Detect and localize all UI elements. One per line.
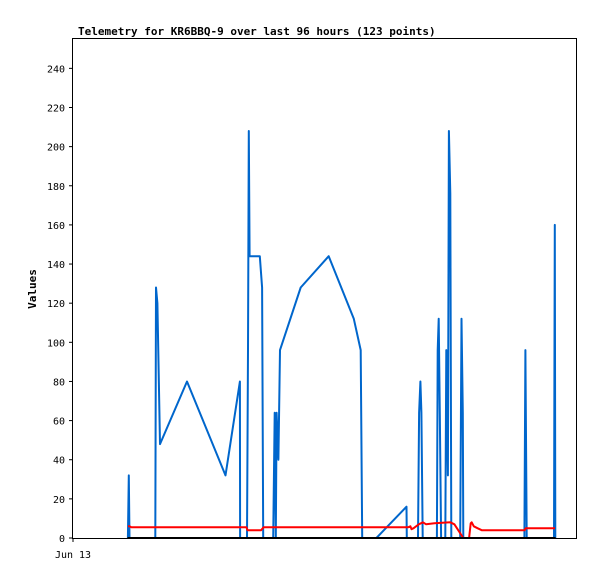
y-tick-label: 140 xyxy=(47,260,65,271)
y-axis-ticks: 0 20 40 60 80 100 120 140 160 180 200 220 240 xyxy=(47,64,73,545)
series-line-2 xyxy=(128,521,555,539)
y-tick-label: 220 xyxy=(47,103,65,114)
y-tick-label: 60 xyxy=(53,417,65,428)
x-axis-ticks: Jun 13 xyxy=(55,538,91,561)
y-tick-label: 100 xyxy=(47,338,65,349)
x-tick-label: Jun 13 xyxy=(55,550,91,561)
series-group xyxy=(126,130,557,539)
y-tick-label: 40 xyxy=(53,456,65,467)
y-tick-label: 180 xyxy=(47,182,65,193)
y-tick-label: 0 xyxy=(59,534,65,545)
y-tick-label: 80 xyxy=(53,377,65,388)
y-axis-label: Values xyxy=(26,269,39,309)
y-tick-label: 240 xyxy=(47,64,65,75)
y-tick-label: 200 xyxy=(47,143,65,154)
plot-frame xyxy=(72,38,577,539)
y-tick-label: 20 xyxy=(53,495,65,506)
y-tick-label: 160 xyxy=(47,221,65,232)
y-tick-label: 120 xyxy=(47,299,65,310)
chart-title: Telemetry for KR6BBQ-9 over last 96 hour… xyxy=(78,25,436,38)
